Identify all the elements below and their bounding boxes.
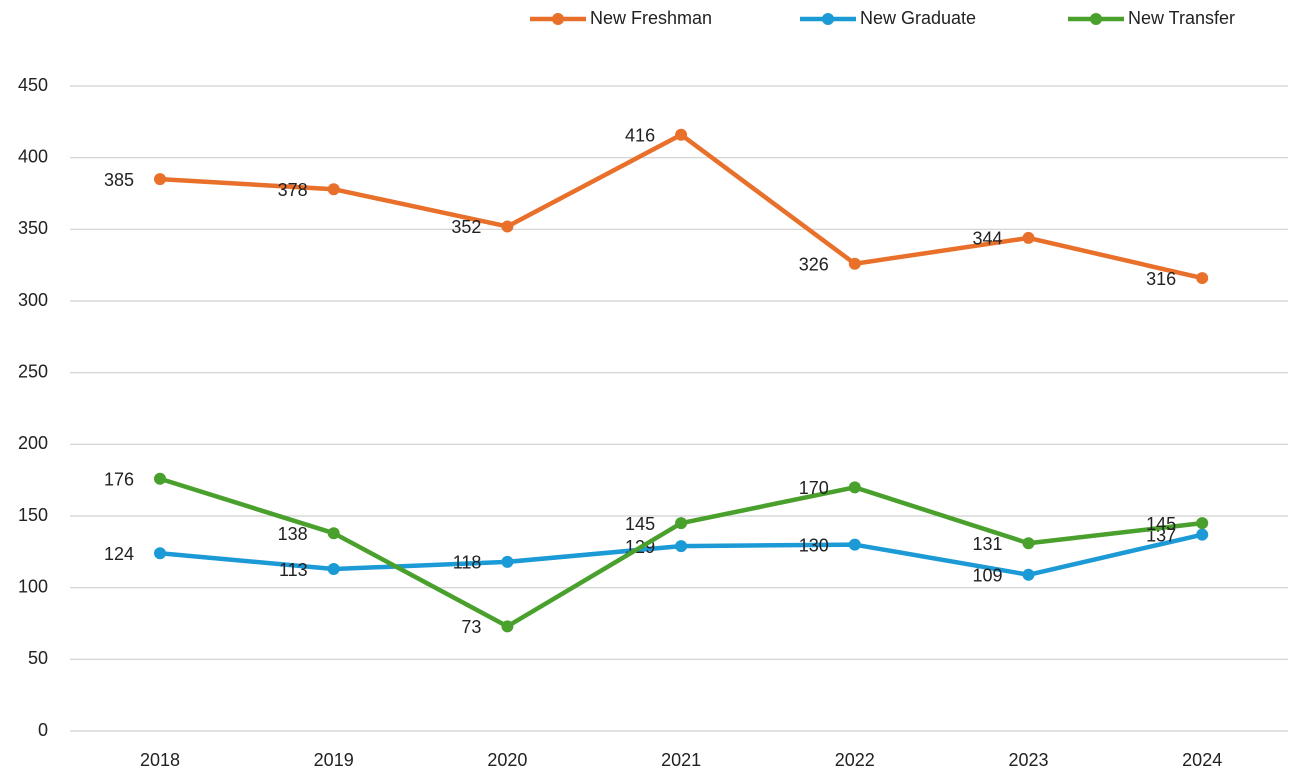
data-label: 316 [1146,269,1176,289]
y-tick-label: 250 [18,361,48,381]
data-label: 385 [104,170,134,190]
point [1196,528,1209,541]
x-tick-label: 2024 [1182,750,1222,770]
point [675,517,688,530]
series-line [159,132,1203,281]
y-tick-label: 350 [18,218,48,238]
data-label: 326 [799,254,829,274]
data-label: 138 [278,524,308,544]
point [1022,568,1035,581]
data-label: 118 [453,553,482,573]
point [675,540,688,553]
data-label: 352 [451,217,481,237]
legend-marker [1090,13,1102,25]
data-label: 344 [972,229,1002,249]
y-tick-label: 100 [18,576,48,596]
data-label: 131 [972,534,1002,554]
legend-label: New Freshman [590,8,712,28]
point [501,220,514,233]
x-tick-label: 2018 [140,750,180,770]
point [848,481,861,494]
data-label: 176 [104,469,134,489]
point [1196,272,1209,285]
y-tick-label: 50 [28,648,48,668]
point [154,173,166,186]
point [327,183,340,196]
data-label: 109 [972,566,1002,586]
point [848,257,861,270]
y-tick-label: 0 [38,720,48,740]
series-line [159,476,1203,629]
point [1196,517,1209,530]
data-label: 124 [104,544,134,564]
legend-marker [822,13,834,25]
point [1022,537,1035,550]
y-tick-label: 150 [18,505,48,525]
point [1022,231,1035,244]
point [154,547,166,560]
point [327,563,340,576]
y-tick-label: 300 [18,290,48,310]
x-tick-label: 2019 [314,750,354,770]
x-tick-label: 2020 [487,750,527,770]
data-label: 145 [1146,514,1176,534]
y-tick-label: 450 [18,75,48,95]
data-label: 416 [625,125,655,145]
data-label: 170 [799,478,829,498]
x-tick-label: 2022 [835,750,875,770]
legend-label: New Graduate [860,8,976,28]
data-label: 130 [799,535,829,555]
point [501,555,514,568]
point [675,128,688,141]
data-label: 73 [461,617,481,637]
x-tick-label: 2023 [1008,750,1048,770]
legend-marker [552,13,564,25]
point [327,527,340,540]
legend-label: New Transfer [1128,8,1235,28]
y-tick-label: 200 [18,433,48,453]
data-label: 113 [279,560,308,580]
point [501,620,514,633]
x-tick-label: 2021 [661,750,701,770]
point [848,538,861,551]
y-tick-label: 400 [18,146,48,166]
data-label: 378 [278,180,308,200]
data-label: 145 [625,514,655,534]
point [154,472,166,485]
